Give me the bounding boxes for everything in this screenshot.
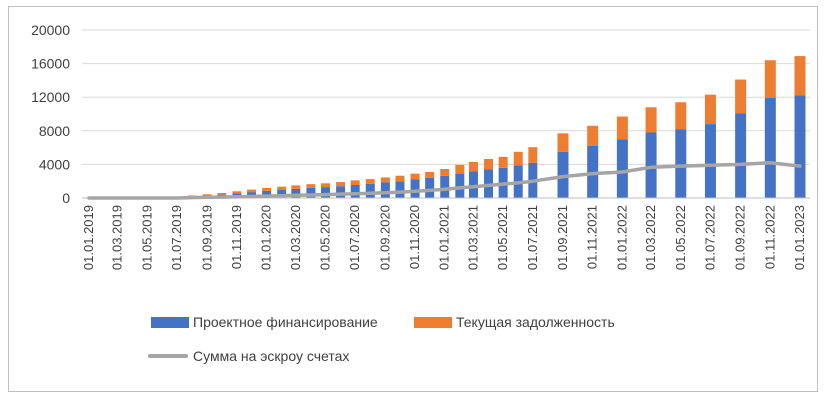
y-tick-label: 12000 [31, 89, 70, 105]
legend-swatch-current-debt [414, 317, 452, 328]
x-tick-label: 01.07.2019 [169, 205, 184, 270]
bar-current-debt [380, 177, 390, 183]
bar-project-financing [410, 179, 420, 198]
bar-project-financing [704, 124, 716, 198]
x-tick-label: 01.05.2019 [139, 205, 154, 270]
bar-project-financing [365, 183, 375, 198]
bar-current-debt [217, 192, 227, 195]
bar-current-debt [410, 173, 420, 180]
gridlines [82, 29, 810, 165]
bar-current-debt [321, 183, 331, 188]
bar-current-debt [350, 180, 360, 185]
bar-project-financing [468, 171, 478, 198]
bar-current-debt [794, 56, 806, 96]
x-tick-label: 01.11.2019 [229, 205, 244, 269]
x-tick-label: 01.07.2021 [525, 205, 540, 270]
bar-project-financing [336, 186, 346, 198]
bar-current-debt [616, 116, 628, 140]
x-tick-label: 01.09.2022 [733, 205, 748, 270]
bar-current-debt [336, 182, 346, 187]
bar-project-financing [306, 187, 316, 198]
bar-current-debt [484, 158, 494, 170]
bar-project-financing [350, 184, 360, 198]
x-tick-label: 01.09.2020 [377, 205, 392, 270]
x-tick-label: 01.11.2020 [407, 205, 422, 269]
bar-current-debt [440, 169, 450, 176]
bar-current-debt [468, 161, 478, 172]
bar-project-financing [425, 177, 435, 198]
x-tick-label: 01.07.2020 [347, 205, 362, 270]
bar-project-financing [645, 132, 657, 198]
bar-current-debt [202, 194, 212, 196]
bar-current-debt [306, 184, 316, 188]
x-tick-label: 01.03.2021 [465, 205, 480, 270]
x-tick-label: 01.03.2022 [643, 205, 658, 270]
bar-current-debt [498, 156, 508, 168]
x-tick-label: 01.03.2020 [288, 205, 303, 270]
bar-current-debt [528, 147, 538, 163]
legend-label-current-debt: Текущая задолженность [456, 314, 615, 330]
x-tick-label: 01.05.2021 [495, 205, 510, 270]
line-escrow [87, 160, 802, 200]
y-tick-label: 0 [62, 190, 70, 206]
x-tick-label: 01.11.2021 [585, 205, 600, 269]
y-axis-ticks: 0 4000 8000 12000 16000 20000 [31, 22, 70, 206]
bar-current-debt [735, 79, 747, 114]
bar-project-financing [616, 139, 628, 198]
bar-current-debt [587, 125, 599, 146]
legend-label-escrow: Сумма на эскроу счетах [193, 348, 349, 364]
bar-current-debt [247, 189, 257, 193]
line-layer [87, 160, 802, 200]
x-tick-label: 01.05.2020 [318, 205, 333, 270]
bar-current-debt [645, 107, 657, 133]
x-tick-label: 01.11.2022 [762, 205, 777, 269]
bar-project-financing [794, 95, 806, 198]
bar-current-debt [675, 102, 687, 130]
x-tick-label: 01.01.2022 [614, 205, 629, 270]
bar-project-financing [321, 187, 331, 198]
legend: Проектное финансирование Текущая задолже… [148, 314, 615, 364]
y-tick-label: 20000 [31, 22, 70, 38]
x-tick-label: 01.01.2019 [81, 205, 96, 270]
chart-frame [8, 6, 818, 392]
x-tick-label: 01.07.2022 [702, 205, 717, 270]
bar-current-debt [365, 179, 375, 184]
bar-project-financing [395, 181, 405, 198]
x-tick-label: 01.01.2021 [437, 205, 452, 270]
bar-current-debt [395, 175, 405, 182]
y-tick-label: 4000 [39, 156, 70, 172]
bar-project-financing [380, 182, 390, 198]
y-tick-label: 8000 [39, 123, 70, 139]
bar-current-debt [232, 191, 242, 194]
bar-project-financing [735, 113, 747, 198]
x-tick-label: 01.09.2021 [555, 205, 570, 270]
bar-project-financing [440, 175, 450, 198]
legend-swatch-project-financing [151, 317, 189, 328]
bar-current-debt [455, 164, 465, 174]
legend-label-project-financing: Проектное финансирование [193, 314, 378, 330]
bar-current-debt [704, 94, 716, 125]
x-tick-label: 01.01.2020 [259, 205, 274, 270]
bar-current-debt [425, 171, 435, 178]
bar-current-debt [277, 186, 287, 191]
bar-current-debt [557, 133, 569, 152]
bar-project-financing [291, 188, 301, 198]
x-tick-label: 01.01.2023 [792, 205, 807, 270]
bars-layer [187, 56, 806, 198]
x-axis-ticks: 01.01.2019 01.03.2019 01.05.2019 01.07.2019… [81, 205, 807, 270]
bar-current-debt [262, 187, 272, 191]
bar-project-financing [764, 98, 776, 198]
bar-project-financing [455, 173, 465, 198]
x-tick-label: 01.03.2019 [110, 205, 125, 270]
bar-current-debt [764, 60, 776, 99]
x-tick-label: 01.09.2019 [199, 205, 214, 270]
x-tick-label: 01.05.2022 [673, 205, 688, 270]
y-tick-label: 16000 [31, 56, 70, 72]
bar-project-financing [675, 129, 687, 198]
bar-current-debt [291, 185, 301, 189]
bar-current-debt [513, 151, 523, 166]
